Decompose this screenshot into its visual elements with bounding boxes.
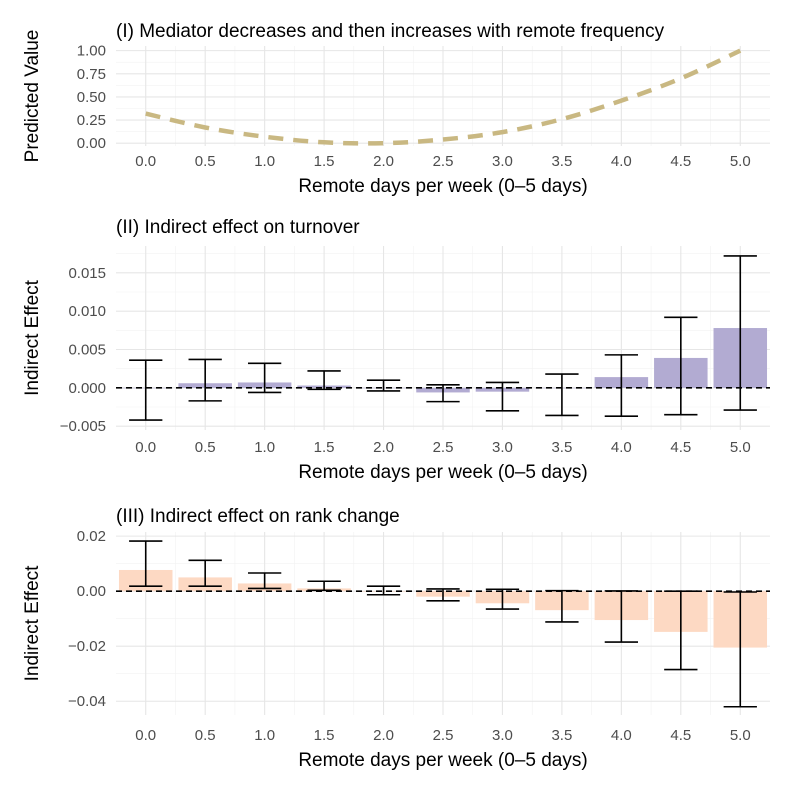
panel-title: (I) Mediator decreases and then increase… [116, 21, 665, 42]
x-tick-label: 3.5 [551, 727, 572, 744]
y-tick-label: −0.005 [60, 418, 106, 435]
y-tick-label: 0.00 [77, 583, 106, 600]
y-tick-label: 1.00 [77, 43, 106, 60]
x-tick-label: 2.5 [433, 153, 454, 170]
x-tick-label: 2.0 [373, 439, 394, 456]
error-bar [604, 590, 639, 643]
error-bar [188, 559, 222, 588]
x-tick-label: 1.5 [314, 439, 335, 456]
error-bar [366, 585, 401, 596]
y-tick-label: 0.010 [68, 303, 106, 320]
x-tick-label: 4.0 [611, 153, 632, 170]
x-axis-title: Remote days per week (0–5 days) [298, 750, 587, 771]
x-tick-label: 4.5 [670, 153, 691, 170]
x-tick-label: 4.0 [611, 439, 632, 456]
x-tick-label: 0.5 [195, 153, 216, 170]
x-tick-label: 3.0 [492, 439, 513, 456]
error-bar [129, 540, 163, 588]
error-bar [723, 591, 757, 708]
x-tick-label: 5.0 [730, 153, 751, 170]
x-tick-label: 3.0 [492, 727, 513, 744]
error-bar [545, 373, 579, 417]
x-axis-title: Remote days per week (0–5 days) [298, 462, 587, 483]
error-bar [723, 255, 757, 411]
x-tick-label: 4.0 [611, 727, 632, 744]
y-axis-title: Indirect Effect [22, 279, 43, 396]
error-bar [485, 588, 520, 610]
x-tick-label: 1.0 [254, 439, 275, 456]
x-tick-label: 1.5 [314, 153, 335, 170]
x-tick-label: 0.5 [195, 727, 216, 744]
error-bar [247, 572, 282, 590]
x-tick-label: 3.5 [551, 153, 572, 170]
error-bar [604, 354, 639, 418]
x-tick-label: 1.0 [254, 153, 275, 170]
y-tick-label: 0.00 [77, 135, 106, 152]
error-bar [664, 316, 698, 416]
panel-1: (I) Mediator decreases and then increase… [22, 21, 770, 197]
mediator-curve [145, 48, 742, 146]
x-tick-label: 3.5 [551, 439, 572, 456]
error-bar [366, 379, 401, 392]
y-tick-label: −0.02 [68, 638, 106, 655]
error-bar [426, 383, 460, 403]
x-axis-title: Remote days per week (0–5 days) [298, 176, 587, 197]
panel-title: (II) Indirect effect on turnover [116, 217, 360, 238]
y-tick-label: 0.02 [77, 528, 106, 545]
x-tick-label: 1.0 [254, 727, 275, 744]
y-tick-label: 0.015 [68, 265, 106, 282]
error-bar [307, 580, 341, 592]
y-axis-title: Indirect Effect [22, 565, 43, 682]
panel-2: (II) Indirect effect on turnover −0.005 0.… [22, 217, 770, 483]
error-bar [485, 381, 520, 412]
y-tick-label: 0.75 [77, 66, 106, 83]
x-tick-label: 4.5 [670, 439, 691, 456]
x-tick-label: 1.5 [314, 727, 335, 744]
x-tick-label: 3.0 [492, 153, 513, 170]
x-tick-label: 0.0 [135, 727, 156, 744]
x-tick-label: 4.5 [670, 727, 691, 744]
x-tick-label: 2.0 [373, 153, 394, 170]
x-tick-label: 0.5 [195, 439, 216, 456]
y-tick-label: −0.04 [68, 693, 106, 710]
error-bar [426, 588, 460, 602]
panel-3: (III) Indirect effect on rank change −0.0… [22, 506, 770, 771]
y-tick-label: 0.50 [77, 89, 106, 106]
error-bar [545, 589, 579, 623]
y-tick-label: 0.000 [68, 380, 106, 397]
x-tick-label: 5.0 [730, 727, 751, 744]
error-bar [664, 590, 698, 671]
error-bar [188, 358, 222, 402]
y-tick-label: 0.25 [77, 112, 106, 129]
x-tick-label: 2.5 [433, 727, 454, 744]
x-tick-label: 2.0 [373, 727, 394, 744]
x-tick-label: 2.5 [433, 439, 454, 456]
x-tick-label: 0.0 [135, 153, 156, 170]
error-bar [307, 370, 341, 391]
error-bar [247, 362, 282, 394]
y-tick-label: 0.005 [68, 342, 106, 359]
panel-title: (III) Indirect effect on rank change [116, 506, 400, 527]
x-tick-label: 0.0 [135, 439, 156, 456]
x-tick-label: 5.0 [730, 439, 751, 456]
y-axis-title: Predicted Value [22, 30, 43, 163]
error-bar [129, 359, 163, 421]
